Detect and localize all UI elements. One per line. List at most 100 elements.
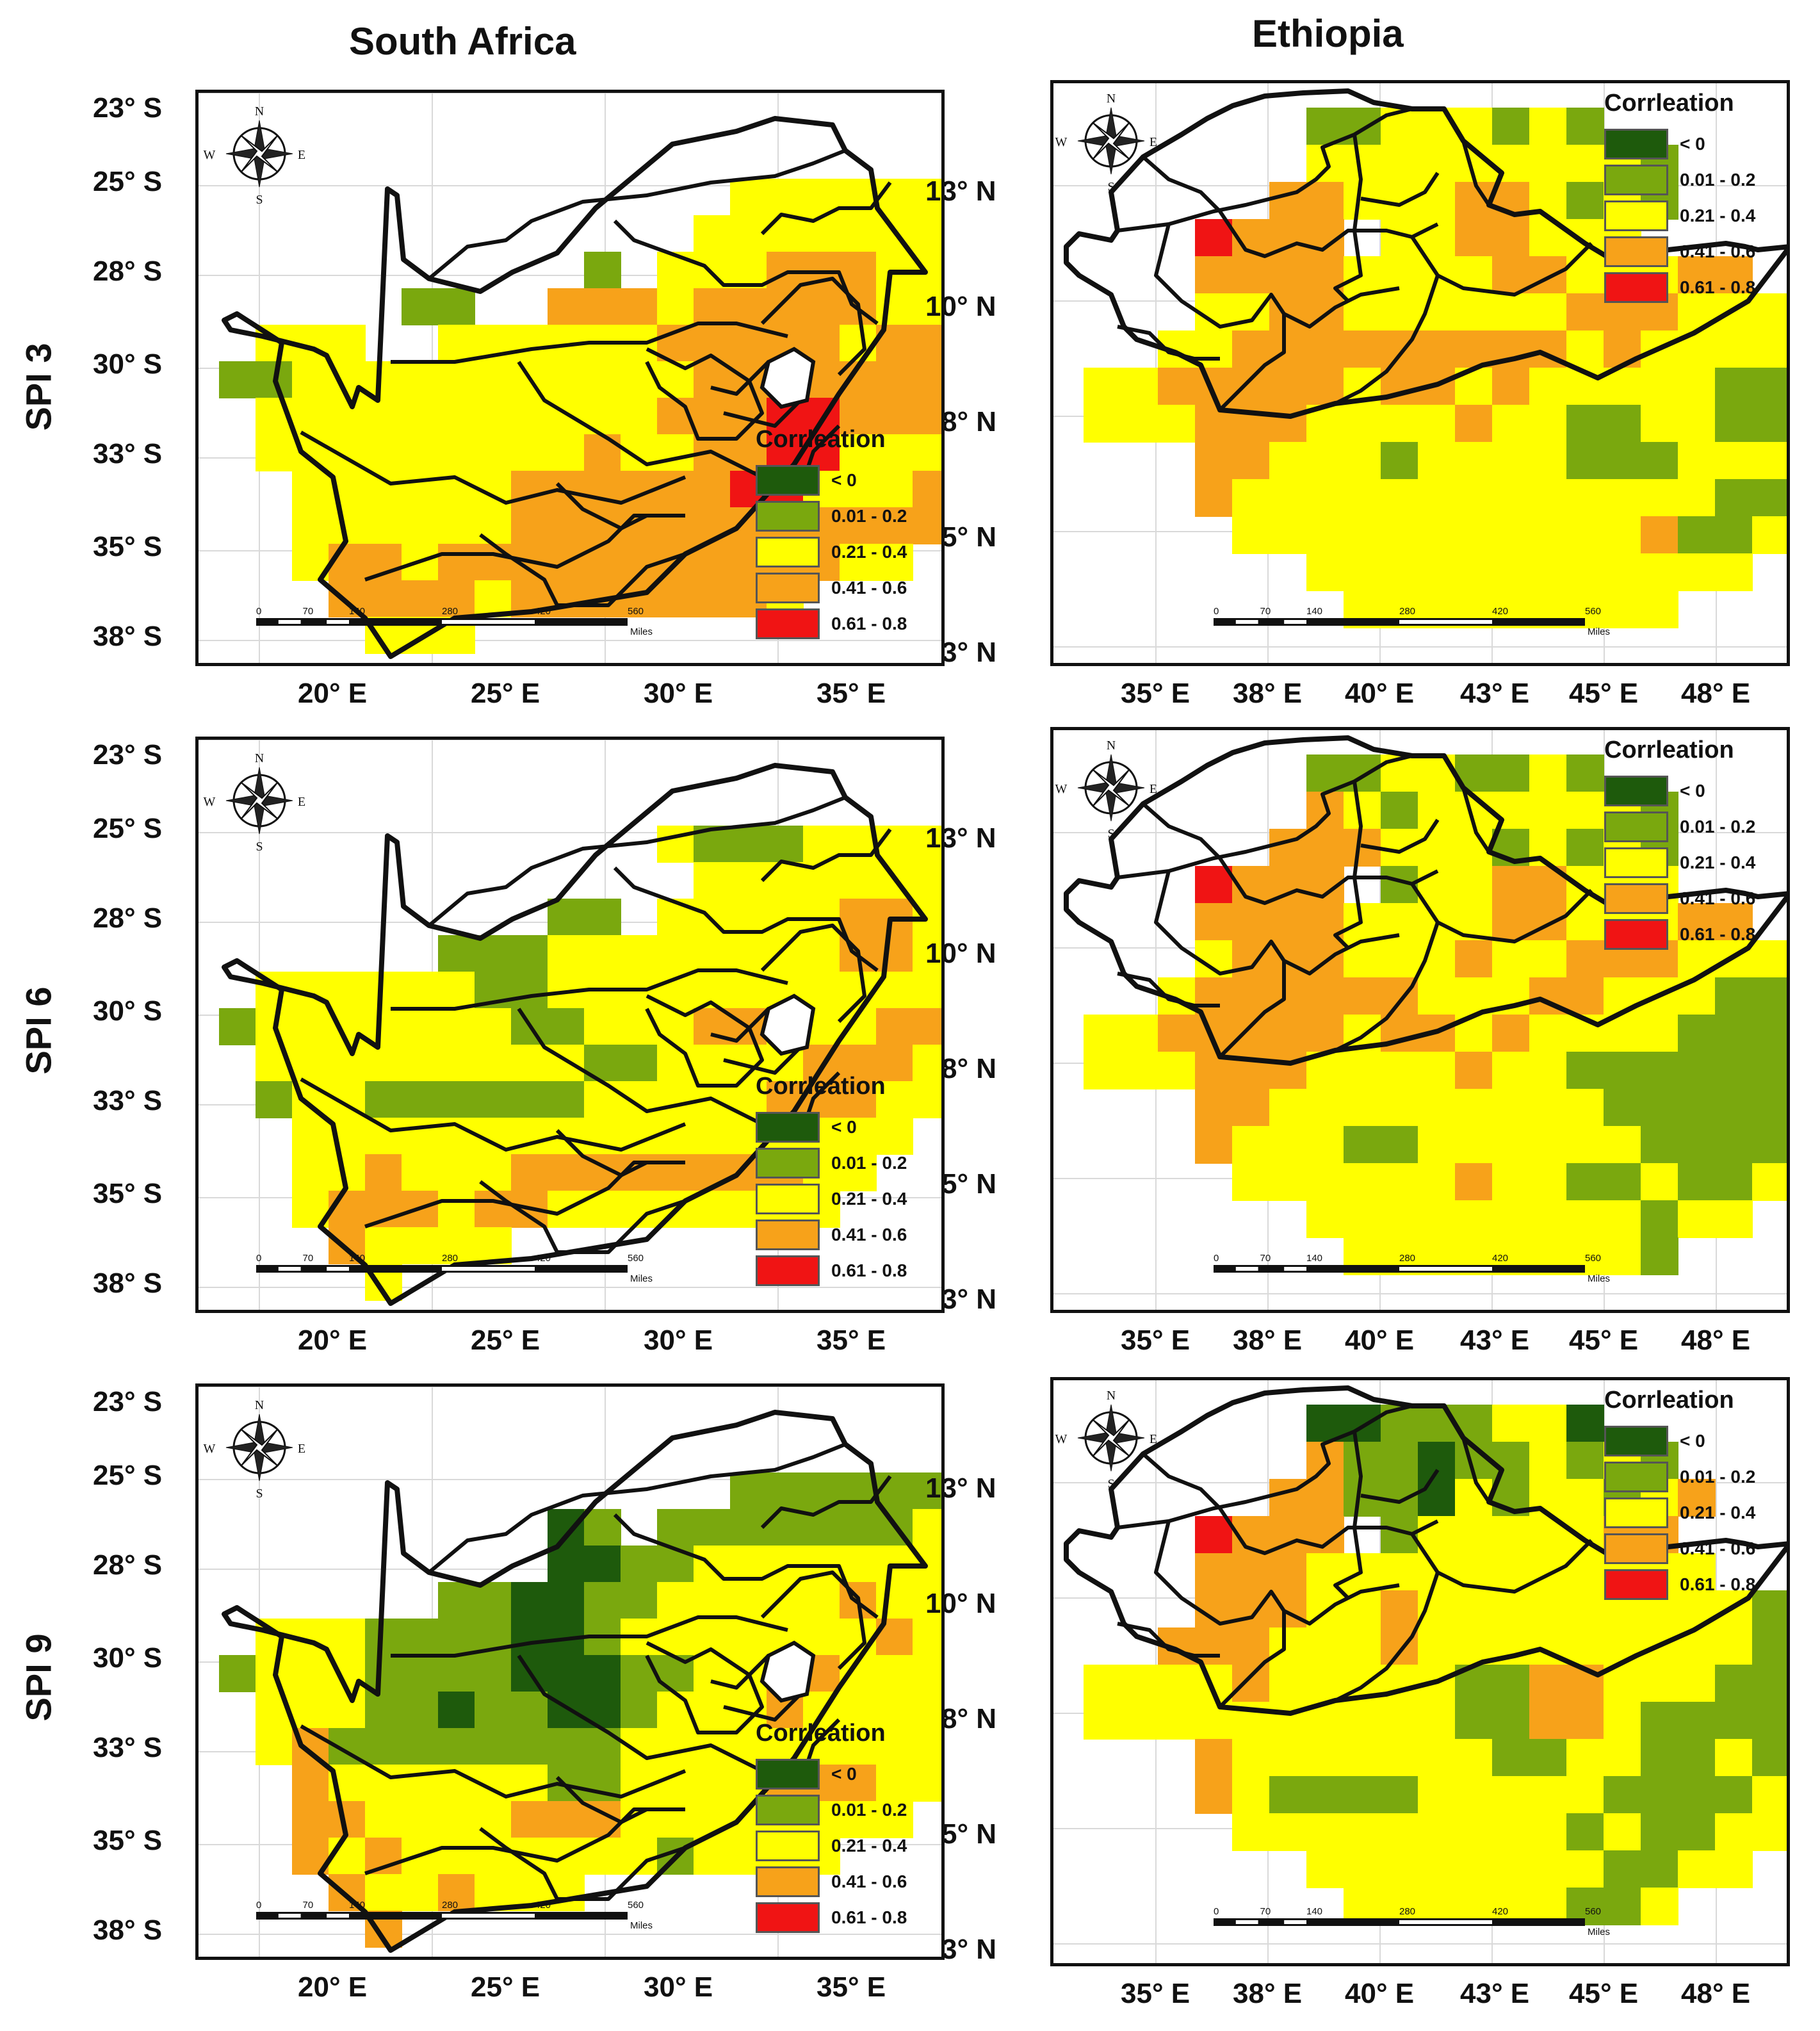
grid-cell [876,507,913,544]
grid-cell [1604,591,1641,628]
grid-cell [913,1081,941,1118]
grid-cell [1566,330,1604,368]
grid-cell [1715,1776,1753,1814]
grid-cell [1232,1776,1270,1814]
country-boundary [1064,88,1787,419]
grid-cell [657,1509,694,1546]
province-boundary [517,1007,841,1139]
grid-cell [730,179,767,216]
grid-cell [1529,1590,1567,1628]
grid-cell [876,1582,913,1619]
grid-cell [1566,1089,1604,1127]
legend-item: < 0 [756,462,907,498]
grid-cell [365,1801,402,1838]
grid-cell [1232,1163,1270,1201]
grid-cell [1566,1702,1604,1740]
scale-bar: 0 70 140 280 420 560 Miles [256,606,653,637]
scale-tick-label: 280 [442,1253,458,1264]
grid-cell [1492,1813,1530,1851]
lon-label: 45° E [1569,1325,1639,1356]
grid-cell [1641,1813,1678,1851]
legend-label: 0.41 - 0.6 [1680,888,1756,908]
grid-cell [1752,1739,1787,1777]
grid-cell [1715,1665,1753,1702]
grid-cell [913,1692,941,1729]
legend-label: 0.21 - 0.4 [831,542,907,562]
grid-cell [1344,1702,1381,1740]
grid-cell [1715,479,1753,517]
legend-swatch [1604,165,1668,195]
grid-cell [1678,1052,1716,1089]
legend-item: 0.01 - 0.2 [1604,162,1755,198]
grid-cell [1269,1553,1307,1591]
scale-tick-label: 0 [1214,1253,1219,1264]
grid-cell [1566,1590,1604,1628]
grid-cell [840,507,877,544]
grid-cell [1381,903,1418,941]
grid-cell [511,1801,548,1838]
legend-label: < 0 [831,1117,857,1137]
grid-cell [1121,1665,1158,1702]
grid-cell [1195,1089,1233,1127]
grid-cell [548,507,585,544]
grid-cell [1455,866,1493,904]
grid-cell [292,398,329,435]
lat-label: 5° N [941,1168,997,1200]
legend-item: 0.01 - 0.2 [756,1792,907,1828]
lat-label: 33° S [93,1085,163,1116]
grid-cell [1678,1126,1716,1164]
grid-cell [694,935,731,972]
grid-cell [548,935,585,972]
lat-label: 10° N [925,1588,996,1619]
grid-cell [1121,1015,1158,1052]
grid-cell [365,1728,402,1765]
grid-cell [475,1801,512,1838]
grid-cell [1344,1126,1381,1164]
grid-cell [1381,1200,1418,1238]
lat-label: 25° S [93,1460,163,1491]
lon-label: 45° E [1569,678,1639,709]
grid-cell [1306,1627,1344,1665]
grid-cell [803,325,840,362]
grid-cell [840,544,877,581]
grid-cell [1418,1739,1456,1777]
grid-cell [1232,516,1270,554]
grid-cell [1604,1888,1641,1925]
map-canvas: N S E W 0 70 140 280 420 560 Miles [1053,83,1787,663]
scale-tick-label: 140 [1306,606,1322,617]
grid-cell [876,1655,913,1692]
legend-title: Corrleation [756,426,886,453]
grid-cell [365,1154,402,1191]
grid-cell [1381,479,1418,517]
grid-cell [511,1692,548,1729]
grid-cell [511,507,548,544]
grid-cell [1529,405,1567,443]
grid-cell [402,1154,439,1191]
lat-label: 25° S [93,813,163,844]
grid-cell [1195,1553,1233,1591]
lat-label: 5° N [941,521,997,553]
grid-cell [1455,553,1493,591]
province-boundary [1334,922,1440,1052]
grid-cell [876,1692,913,1729]
lon-label: 48° E [1681,1325,1751,1356]
legend-label: 0.21 - 0.4 [831,1836,907,1856]
grid-cell [621,1008,658,1045]
grid-cell [1492,1665,1530,1702]
grid-cell [1715,1200,1753,1238]
grid-cell [1492,1405,1530,1442]
grid-cell [1752,479,1787,517]
scale-tick-label: 420 [535,606,551,617]
grid-cell [1158,368,1196,405]
grid-cell [1566,792,1604,829]
grid-cell [548,1081,585,1118]
grid-cell [584,361,621,398]
scale-tick-label: 70 [303,1253,314,1264]
legend-item: 0.41 - 0.6 [756,1864,907,1900]
grid-cell [1604,330,1641,368]
grid-cell [1641,1776,1678,1814]
lat-label: 38° S [93,1268,163,1299]
legend-item: 0.21 - 0.4 [1604,1495,1755,1531]
grid-cell [840,1081,877,1118]
grid-cell [1566,479,1604,517]
